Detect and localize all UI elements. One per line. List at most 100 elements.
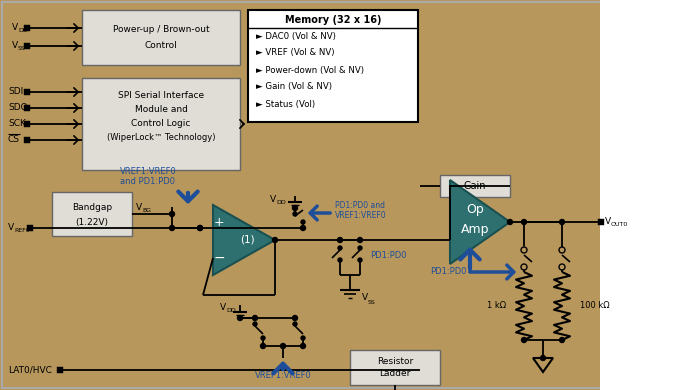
Text: Amp: Amp: [461, 223, 490, 236]
Text: SPI Serial Interface: SPI Serial Interface: [118, 90, 204, 99]
Text: Control: Control: [144, 41, 178, 50]
Circle shape: [540, 356, 546, 360]
Bar: [82, 10, 240, 65]
Circle shape: [338, 258, 342, 262]
Bar: [440, 175, 510, 197]
Circle shape: [358, 246, 362, 250]
Text: SCK: SCK: [8, 119, 26, 128]
Text: CS: CS: [8, 135, 20, 145]
Circle shape: [252, 316, 258, 321]
Text: VREF1:VREF0: VREF1:VREF0: [255, 372, 311, 381]
Polygon shape: [213, 205, 275, 275]
Text: V: V: [12, 41, 18, 50]
Text: Gain: Gain: [464, 181, 486, 191]
Circle shape: [197, 225, 203, 230]
Circle shape: [301, 336, 305, 340]
Circle shape: [293, 212, 297, 216]
Bar: [82, 78, 240, 170]
Circle shape: [338, 238, 342, 243]
Bar: [24, 43, 30, 49]
Circle shape: [559, 337, 565, 342]
Text: SS: SS: [18, 46, 26, 51]
Text: V: V: [12, 23, 18, 32]
Text: DD: DD: [18, 28, 28, 34]
Text: SDI: SDI: [8, 87, 23, 96]
Circle shape: [521, 337, 527, 342]
Circle shape: [293, 322, 297, 326]
Text: Bandgap: Bandgap: [72, 202, 112, 211]
Text: ► Gain (Vol & NV): ► Gain (Vol & NV): [256, 83, 332, 92]
Circle shape: [261, 336, 265, 340]
Text: Ladder: Ladder: [379, 369, 411, 379]
Bar: [57, 367, 63, 373]
Text: V: V: [136, 202, 142, 211]
Text: ► VREF (Vol & NV): ► VREF (Vol & NV): [256, 48, 334, 57]
Text: (WiperLock™ Technology): (WiperLock™ Technology): [106, 133, 215, 142]
Text: Memory (32 x 16): Memory (32 x 16): [285, 15, 381, 25]
Circle shape: [300, 344, 306, 349]
Text: V: V: [362, 294, 368, 303]
Text: DD: DD: [276, 200, 285, 206]
Circle shape: [521, 247, 527, 253]
Bar: [24, 105, 30, 111]
Bar: [24, 25, 30, 31]
Text: (1): (1): [240, 235, 254, 245]
Circle shape: [253, 322, 257, 326]
Text: 1 kΩ: 1 kΩ: [487, 301, 506, 310]
Circle shape: [559, 220, 565, 225]
Circle shape: [521, 264, 527, 270]
Circle shape: [338, 246, 342, 250]
Bar: [24, 121, 30, 127]
Text: Resistor: Resistor: [377, 358, 413, 367]
Text: 100 kΩ: 100 kΩ: [580, 301, 610, 310]
Circle shape: [358, 258, 362, 262]
Circle shape: [260, 344, 266, 349]
Text: PD1:PD0 and: PD1:PD0 and: [335, 202, 385, 211]
Text: V: V: [8, 223, 14, 232]
Circle shape: [292, 316, 298, 321]
Text: VREF1:VREF0: VREF1:VREF0: [335, 211, 386, 220]
Circle shape: [292, 206, 298, 211]
Circle shape: [170, 225, 174, 230]
Text: +: +: [214, 216, 224, 229]
Text: PD1:PD0: PD1:PD0: [431, 268, 467, 277]
Text: PD1:PD0: PD1:PD0: [370, 250, 407, 259]
Circle shape: [521, 247, 527, 253]
Circle shape: [559, 264, 565, 270]
Text: Op: Op: [466, 204, 484, 216]
Text: BG: BG: [142, 209, 151, 213]
Text: V: V: [220, 303, 226, 312]
Bar: [27, 225, 33, 231]
Circle shape: [273, 238, 277, 243]
Polygon shape: [450, 180, 510, 264]
Text: (1.22V): (1.22V): [75, 218, 108, 227]
Text: OUT0: OUT0: [611, 223, 629, 227]
Text: SDO: SDO: [8, 103, 28, 112]
Bar: [52, 192, 132, 236]
Text: LAT0/HVC: LAT0/HVC: [8, 365, 52, 374]
Circle shape: [559, 247, 565, 253]
Text: DD: DD: [226, 308, 236, 314]
Circle shape: [300, 225, 306, 230]
Bar: [24, 137, 30, 143]
Text: Module and: Module and: [134, 105, 187, 113]
Text: Power-up / Brown-out: Power-up / Brown-out: [113, 25, 210, 34]
Circle shape: [170, 211, 174, 216]
Bar: [598, 219, 604, 225]
Text: −: −: [213, 251, 225, 265]
Text: Control Logic: Control Logic: [132, 119, 191, 128]
Circle shape: [281, 344, 285, 349]
Circle shape: [508, 220, 513, 225]
Text: SS: SS: [368, 300, 376, 305]
Text: V: V: [605, 216, 611, 225]
Text: and PD1:PD0: and PD1:PD0: [121, 177, 176, 186]
Circle shape: [357, 238, 363, 243]
Bar: [350, 350, 440, 385]
Text: ► DAC0 (Vol & NV): ► DAC0 (Vol & NV): [256, 32, 336, 41]
Polygon shape: [533, 358, 553, 372]
Text: VREF1:VREF0: VREF1:VREF0: [119, 167, 176, 177]
Circle shape: [197, 225, 203, 230]
Text: ► Power-down (Vol & NV): ► Power-down (Vol & NV): [256, 66, 364, 74]
Circle shape: [521, 220, 527, 225]
Bar: [24, 89, 30, 95]
